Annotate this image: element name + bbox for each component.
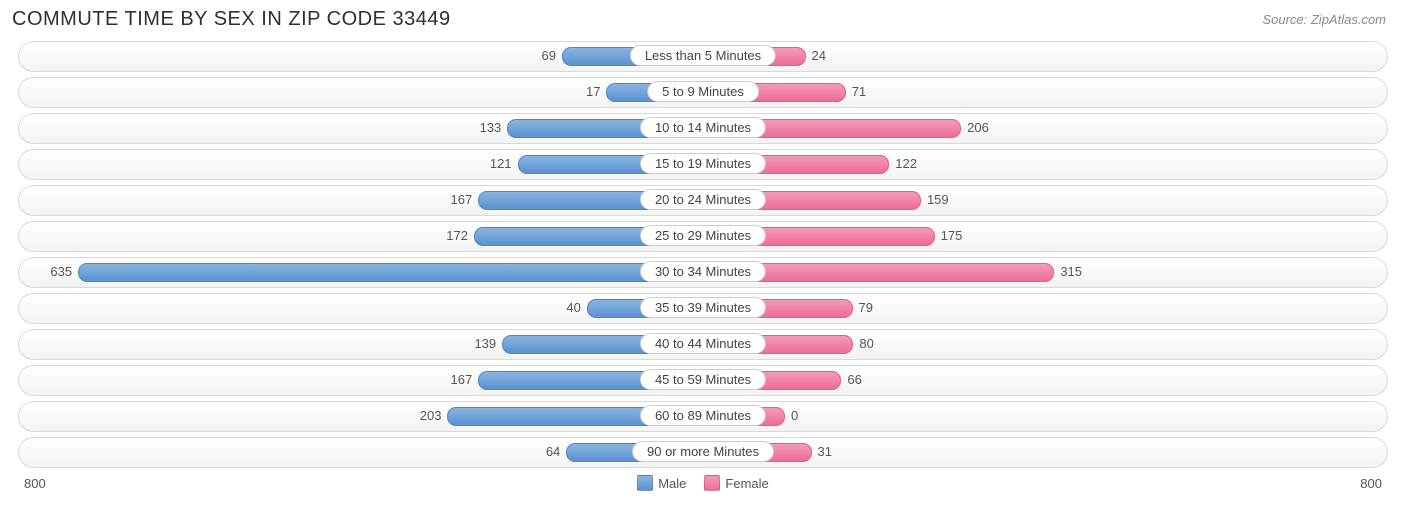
chart-container: COMMUTE TIME BY SEX IN ZIP CODE 33449 So… (0, 0, 1406, 523)
male-bar (78, 263, 703, 282)
category-label: 35 to 39 Minutes (640, 297, 766, 318)
legend-female: Female (704, 475, 768, 491)
male-swatch-icon (637, 475, 653, 491)
female-value: 66 (847, 371, 861, 388)
legend: Male Female (46, 475, 1361, 491)
female-value: 31 (818, 443, 832, 460)
chart-row: 60 to 89 Minutes 203 0 (18, 401, 1388, 432)
chart-row: 10 to 14 Minutes 133 206 (18, 113, 1388, 144)
category-label: 10 to 14 Minutes (640, 117, 766, 138)
female-value: 71 (852, 83, 866, 100)
male-value: 167 (451, 371, 473, 388)
male-value: 139 (474, 335, 496, 352)
male-value: 635 (50, 263, 72, 280)
male-value: 40 (566, 299, 580, 316)
axis-right-label: 800 (1360, 476, 1382, 491)
female-value: 0 (791, 407, 798, 424)
chart-row: 20 to 24 Minutes 167 159 (18, 185, 1388, 216)
category-label: 20 to 24 Minutes (640, 189, 766, 210)
female-value: 79 (859, 299, 873, 316)
male-value: 133 (480, 119, 502, 136)
female-value: 80 (859, 335, 873, 352)
chart-row: 35 to 39 Minutes 40 79 (18, 293, 1388, 324)
chart-row: 90 or more Minutes 64 31 (18, 437, 1388, 468)
female-value: 315 (1060, 263, 1082, 280)
male-value: 167 (451, 191, 473, 208)
female-value: 175 (941, 227, 963, 244)
male-value: 64 (546, 443, 560, 460)
male-value: 203 (420, 407, 442, 424)
category-label: 40 to 44 Minutes (640, 333, 766, 354)
male-value: 69 (542, 47, 556, 64)
chart-row: 15 to 19 Minutes 121 122 (18, 149, 1388, 180)
chart-row: 25 to 29 Minutes 172 175 (18, 221, 1388, 252)
category-label: 90 or more Minutes (632, 441, 774, 462)
chart-row: Less than 5 Minutes 69 24 (18, 41, 1388, 72)
chart-row: 40 to 44 Minutes 139 80 (18, 329, 1388, 360)
header: COMMUTE TIME BY SEX IN ZIP CODE 33449 So… (0, 0, 1406, 41)
legend-female-label: Female (725, 476, 768, 491)
axis-left-label: 800 (24, 476, 46, 491)
chart-row: 5 to 9 Minutes 17 71 (18, 77, 1388, 108)
female-swatch-icon (704, 475, 720, 491)
source-label: Source: ZipAtlas.com (1262, 12, 1386, 27)
legend-male-label: Male (658, 476, 686, 491)
category-label: 45 to 59 Minutes (640, 369, 766, 390)
chart-row: 30 to 34 Minutes 635 315 (18, 257, 1388, 288)
footer: 800 Male Female 800 (0, 473, 1406, 491)
category-label: 5 to 9 Minutes (647, 81, 759, 102)
chart-row: 45 to 59 Minutes 167 66 (18, 365, 1388, 396)
female-value: 122 (895, 155, 917, 172)
male-value: 121 (490, 155, 512, 172)
female-value: 24 (812, 47, 826, 64)
chart-title: COMMUTE TIME BY SEX IN ZIP CODE 33449 (12, 8, 451, 31)
chart-area: Less than 5 Minutes 69 24 5 to 9 Minutes 17 7… (0, 41, 1406, 468)
category-label: Less than 5 Minutes (630, 45, 776, 66)
category-label: 15 to 19 Minutes (640, 153, 766, 174)
male-value: 172 (446, 227, 468, 244)
category-label: 30 to 34 Minutes (640, 261, 766, 282)
legend-male: Male (637, 475, 686, 491)
category-label: 60 to 89 Minutes (640, 405, 766, 426)
category-label: 25 to 29 Minutes (640, 225, 766, 246)
female-value: 206 (967, 119, 989, 136)
female-value: 159 (927, 191, 949, 208)
male-value: 17 (586, 83, 600, 100)
